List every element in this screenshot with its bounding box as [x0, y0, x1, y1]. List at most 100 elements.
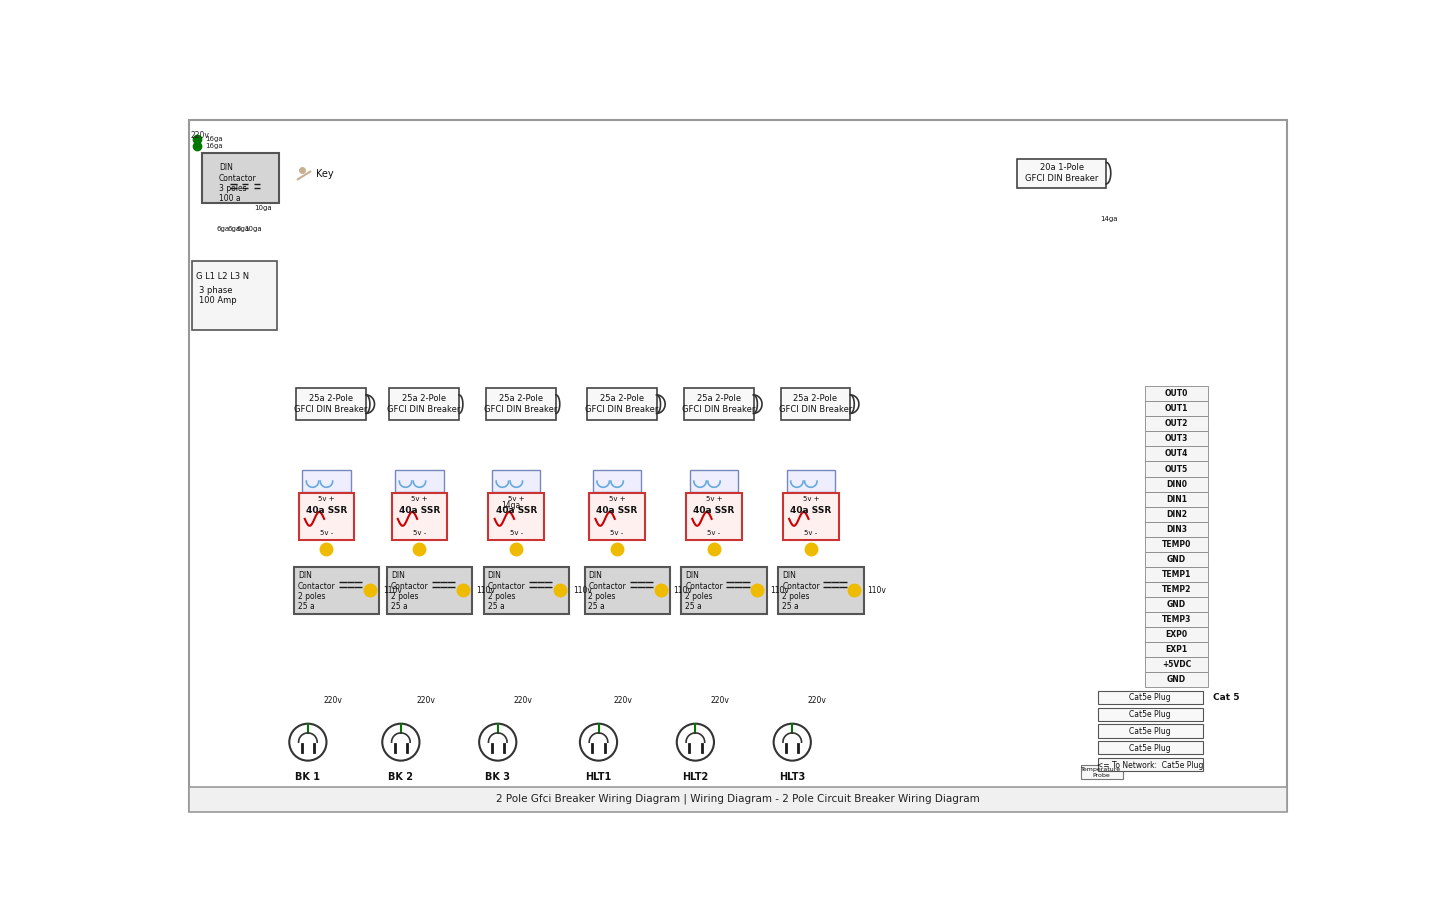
Text: 2 Pole Gfci Breaker Wiring Diagram | Wiring Diagram - 2 Pole Circuit Breaker Wir: 2 Pole Gfci Breaker Wiring Diagram | Wir…: [497, 794, 979, 804]
Bar: [585, 567, 670, 615]
Bar: [392, 494, 448, 540]
Text: BK 1: BK 1: [295, 772, 320, 782]
Text: G L1 L2 L3 N: G L1 L2 L3 N: [196, 271, 249, 281]
Text: OUT1: OUT1: [1165, 404, 1188, 414]
Text: 5v +: 5v +: [318, 496, 334, 502]
Bar: [1145, 536, 1208, 552]
Text: 110v: 110v: [867, 586, 886, 595]
Text: 220v: 220v: [416, 696, 435, 705]
Bar: [1145, 431, 1208, 447]
Text: DIN
Contactor
2 poles
25 a: DIN Contactor 2 poles 25 a: [488, 571, 526, 611]
Bar: [1145, 581, 1208, 596]
Text: 20a 1-Pole
GFCI DIN Breaker: 20a 1-Pole GFCI DIN Breaker: [1025, 163, 1099, 183]
Text: GND: GND: [1166, 555, 1187, 564]
Bar: [1145, 447, 1208, 462]
Text: 10ga: 10ga: [243, 225, 262, 232]
Text: 5v +: 5v +: [412, 496, 428, 502]
Text: 5v -: 5v -: [320, 531, 333, 536]
Text: Key: Key: [317, 169, 334, 179]
Bar: [492, 471, 540, 492]
Bar: [488, 494, 544, 540]
Text: 5v -: 5v -: [413, 531, 426, 536]
Text: TEMP3: TEMP3: [1162, 615, 1191, 624]
Text: DIN
Contactor
2 poles
25 a: DIN Contactor 2 poles 25 a: [589, 571, 626, 611]
Bar: [1145, 416, 1208, 431]
Bar: [780, 388, 851, 420]
Bar: [1145, 462, 1208, 476]
Bar: [189, 786, 1287, 812]
Text: 220v: 220v: [190, 131, 209, 140]
Text: HLT2: HLT2: [683, 772, 708, 782]
Bar: [1145, 402, 1208, 416]
Text: 5v -: 5v -: [707, 531, 720, 536]
Text: Cat5e Plug: Cat5e Plug: [1129, 727, 1171, 736]
Text: 16ga: 16ga: [204, 137, 222, 142]
Bar: [1145, 612, 1208, 627]
Bar: [1145, 507, 1208, 521]
Text: 110v: 110v: [770, 586, 789, 595]
Text: EXP1: EXP1: [1165, 644, 1188, 653]
Text: DIN
Contactor
2 poles
25 a: DIN Contactor 2 poles 25 a: [390, 571, 429, 611]
Text: 6ga: 6ga: [228, 225, 240, 232]
Text: 10ga: 10ga: [255, 206, 272, 211]
Text: 5v -: 5v -: [804, 531, 818, 536]
Bar: [484, 567, 569, 615]
Text: BK 3: BK 3: [485, 772, 510, 782]
Bar: [202, 153, 279, 203]
Bar: [297, 388, 366, 420]
Bar: [1145, 567, 1208, 581]
Text: 25a 2-Pole
GFCI DIN Breaker: 25a 2-Pole GFCI DIN Breaker: [387, 394, 461, 414]
Text: 5v +: 5v +: [706, 496, 723, 502]
Text: 25a 2-Pole
GFCI DIN Breaker: 25a 2-Pole GFCI DIN Breaker: [585, 394, 658, 414]
Text: HLT3: HLT3: [779, 772, 805, 782]
Text: DIN1: DIN1: [1166, 495, 1187, 504]
Text: DIN
Contactor
2 poles
25 a: DIN Contactor 2 poles 25 a: [685, 571, 723, 611]
Text: DIN
Contactor
3 poles
100 a: DIN Contactor 3 poles 100 a: [219, 163, 256, 203]
Bar: [588, 388, 657, 420]
Text: 14ga: 14ga: [1100, 216, 1119, 222]
Text: 14ga: 14ga: [501, 500, 521, 509]
Text: 40a SSR: 40a SSR: [596, 506, 638, 515]
Text: 5v +: 5v +: [802, 496, 819, 502]
Text: BK 2: BK 2: [389, 772, 413, 782]
Text: 25a 2-Pole
GFCI DIN Breaker: 25a 2-Pole GFCI DIN Breaker: [683, 394, 756, 414]
Bar: [1145, 552, 1208, 567]
Text: 5v -: 5v -: [611, 531, 624, 536]
Text: DIN0: DIN0: [1166, 480, 1187, 488]
Text: Cat5e Plug: Cat5e Plug: [1129, 744, 1171, 753]
Text: 40a SSR: 40a SSR: [791, 506, 831, 515]
Bar: [1080, 765, 1123, 779]
Bar: [778, 567, 864, 615]
Bar: [690, 471, 739, 492]
Bar: [589, 494, 645, 540]
Text: 16ga: 16ga: [204, 143, 222, 150]
Text: 110v: 110v: [674, 586, 693, 595]
Bar: [1099, 759, 1202, 772]
Text: <= To Network:  Cat5e Plug: <= To Network: Cat5e Plug: [1097, 761, 1204, 770]
Text: TEMP0: TEMP0: [1162, 540, 1191, 548]
Bar: [685, 494, 742, 540]
Text: Cat5e Plug: Cat5e Plug: [1129, 710, 1171, 719]
Text: OUT5: OUT5: [1165, 464, 1188, 473]
Text: 40a SSR: 40a SSR: [495, 506, 537, 515]
Bar: [681, 567, 766, 615]
Text: GND: GND: [1166, 600, 1187, 608]
Text: OUT2: OUT2: [1165, 419, 1188, 428]
Text: DIN2: DIN2: [1166, 509, 1187, 519]
Text: 5v +: 5v +: [508, 496, 524, 502]
Text: DIN
Contactor
2 poles
25 a: DIN Contactor 2 poles 25 a: [298, 571, 336, 611]
Text: EXP0: EXP0: [1165, 629, 1188, 639]
Bar: [387, 567, 472, 615]
Bar: [192, 261, 276, 330]
Bar: [1017, 159, 1106, 187]
Text: 40a SSR: 40a SSR: [693, 506, 734, 515]
Text: HLT1: HLT1: [586, 772, 612, 782]
Bar: [783, 494, 838, 540]
Text: 110v: 110v: [477, 586, 495, 595]
Bar: [389, 388, 459, 420]
Bar: [302, 471, 350, 492]
Bar: [487, 388, 556, 420]
Bar: [1099, 708, 1202, 721]
Text: 25a 2-Pole
GFCI DIN Breaker: 25a 2-Pole GFCI DIN Breaker: [779, 394, 852, 414]
Text: Temperature
Probe: Temperature Probe: [1081, 767, 1122, 777]
